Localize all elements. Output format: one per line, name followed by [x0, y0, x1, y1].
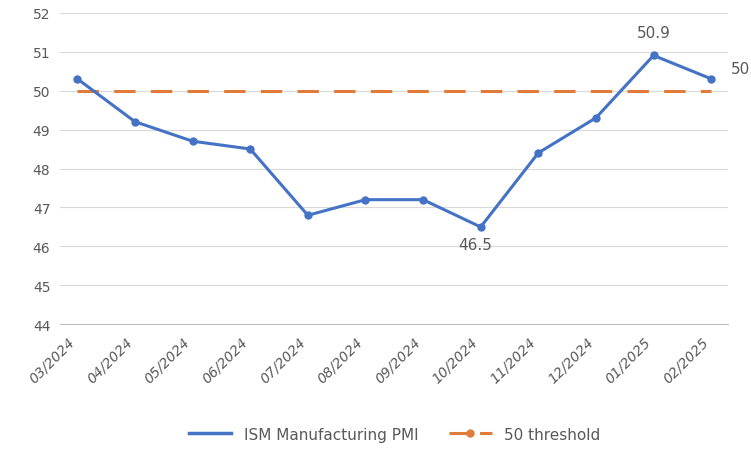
- ISM Manufacturing PMI: [649, 54, 658, 59]
- 50 threshold: [534, 89, 543, 94]
- ISM Manufacturing PMI: [707, 77, 716, 83]
- 50 threshold: [361, 89, 370, 94]
- 50 threshold: [246, 89, 255, 94]
- Legend: ISM Manufacturing PMI, 50 threshold: ISM Manufacturing PMI, 50 threshold: [182, 421, 606, 448]
- 50 threshold: [592, 89, 601, 94]
- ISM Manufacturing PMI: [534, 151, 543, 156]
- 50 threshold: [476, 89, 485, 94]
- ISM Manufacturing PMI: [188, 139, 197, 145]
- Text: 50.9: 50.9: [637, 26, 671, 41]
- 50 threshold: [649, 89, 658, 94]
- 50 threshold: [303, 89, 312, 94]
- ISM Manufacturing PMI: [246, 147, 255, 152]
- ISM Manufacturing PMI: [73, 77, 82, 83]
- ISM Manufacturing PMI: [131, 120, 140, 125]
- 50 threshold: [707, 89, 716, 94]
- Text: 50.3: 50.3: [731, 62, 751, 77]
- ISM Manufacturing PMI: [476, 225, 485, 230]
- 50 threshold: [73, 89, 82, 94]
- ISM Manufacturing PMI: [361, 198, 370, 203]
- ISM Manufacturing PMI: [303, 213, 312, 219]
- 50 threshold: [188, 89, 197, 94]
- ISM Manufacturing PMI: [592, 116, 601, 121]
- 50 threshold: [418, 89, 427, 94]
- ISM Manufacturing PMI: [418, 198, 427, 203]
- Line: ISM Manufacturing PMI: ISM Manufacturing PMI: [74, 53, 715, 231]
- Text: 46.5: 46.5: [458, 238, 492, 253]
- 50 threshold: [131, 89, 140, 94]
